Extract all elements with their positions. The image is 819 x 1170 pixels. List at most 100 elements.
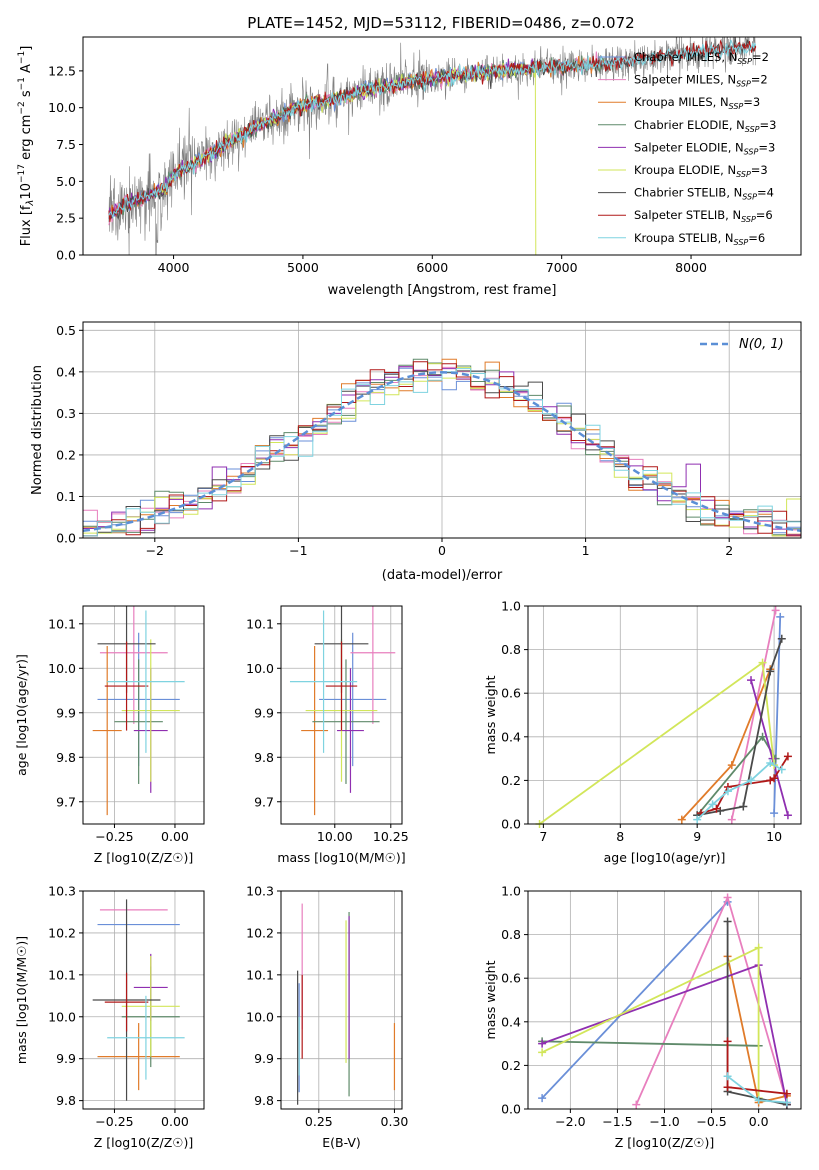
p7-ytick-label: 10.1 bbox=[246, 967, 274, 982]
weight-vs-z-panel: −2.0 −1.5 −1.0 −0.5 0.0 0.0 0.2 0.4 0.6 0.8 1.0 Z [… bbox=[483, 884, 802, 1150]
p3-ytick-label: 9.8 bbox=[56, 750, 76, 765]
spectrum-xtick-label: 7000 bbox=[546, 260, 578, 275]
p5-marker-chabrier-stelib bbox=[739, 802, 748, 811]
spectrum-ytick-label: 7.5 bbox=[56, 137, 76, 152]
legend-label-kroupa-stelib: Kroupa STELIB, NSSP=6 bbox=[634, 231, 765, 247]
p6-ytick-label: 10.2 bbox=[48, 925, 76, 940]
p5-ytick-label: 0.4 bbox=[501, 729, 521, 744]
p3-xtick-label: −0.25 bbox=[95, 829, 133, 844]
p8-xlabel: Z [log10(Z/Z☉)] bbox=[615, 1135, 715, 1150]
p6-ytick-label: 9.9 bbox=[56, 1051, 76, 1066]
p8-line-chabrier-elodie bbox=[542, 1040, 759, 1047]
spectrum-xtick-label: 8000 bbox=[675, 260, 707, 275]
p5-marker-salpeter-elodie bbox=[783, 811, 792, 820]
spectrum-ytick-label: 10.0 bbox=[48, 100, 76, 115]
p4-ytick-label: 9.9 bbox=[254, 705, 274, 720]
age-vs-z-panel: −0.25 0.00 9.7 9.8 9.9 10.0 10.1 Z [log10(Z/Z☉)… bbox=[14, 605, 205, 865]
p8-ytick-label: 0.2 bbox=[501, 1058, 521, 1073]
residual-xtick-label: 1 bbox=[582, 543, 590, 558]
p6-ytick-label: 10.0 bbox=[48, 1009, 76, 1024]
spectrum-ylabel: Flux [fλ10−17 erg cm−2 s−1 A−1] bbox=[17, 46, 36, 247]
p5-marker-chabrier-elodie bbox=[758, 732, 767, 741]
p8-marker-kroupa-elodie bbox=[754, 943, 763, 952]
p4-xlabel: mass [log10(M/M☉)] bbox=[277, 850, 405, 865]
spectrum-ytick-label: 5.0 bbox=[56, 174, 76, 189]
p5-marker-chabrier-miles bbox=[776, 612, 785, 621]
legend-label-kroupa-elodie: Kroupa ELODIE, NSSP=3 bbox=[634, 163, 768, 179]
p3-ylabel: age [log10(age/yr)] bbox=[14, 654, 29, 776]
p5-ytick-label: 1.0 bbox=[501, 599, 521, 614]
residual-xtick-label: 2 bbox=[725, 543, 733, 558]
p3-ytick-label: 9.9 bbox=[56, 705, 76, 720]
p5-ylabel: mass weight bbox=[483, 675, 498, 754]
p8-xtick-label: −1.0 bbox=[649, 1114, 679, 1129]
normal-legend-label: N(0, 1) bbox=[739, 337, 784, 352]
p3-xtick-label: 0.00 bbox=[161, 829, 189, 844]
legend-label-kroupa-miles: Kroupa MILES, NSSP=3 bbox=[634, 95, 760, 111]
p8-marker-chabrier-stelib bbox=[723, 917, 732, 926]
p8-line-chabrier-miles bbox=[541, 901, 729, 1099]
p5-line-chabrier-miles bbox=[773, 616, 782, 814]
p3-frame bbox=[82, 605, 205, 825]
residual-xtick-label: −1 bbox=[289, 543, 307, 558]
p7-ytick-label: 10.3 bbox=[246, 884, 274, 899]
p8-ylabel: mass weight bbox=[483, 960, 498, 1039]
p5-marker-kroupa-stelib bbox=[766, 758, 775, 767]
svg-text:Flux [fλ10−17 erg cm−2 s−1 A−1: Flux [fλ10−17 erg cm−2 s−1 A−1] bbox=[17, 46, 36, 247]
p8-line-kroupa-elodie bbox=[541, 946, 760, 1099]
p8-marker-salpeter-elodie bbox=[538, 1039, 547, 1048]
p8-marker-kroupa-stelib bbox=[782, 1098, 791, 1107]
p5-marker-salpeter-stelib bbox=[783, 752, 792, 761]
p5-ytick-label: 0.6 bbox=[501, 686, 521, 701]
spectrum-ytick-label: 2.5 bbox=[56, 211, 76, 226]
legend-label-chabrier-miles: Chabrier MILES, NSSP=2 bbox=[634, 50, 769, 66]
p4-ytick-label: 9.7 bbox=[254, 794, 274, 809]
p5-xtick-label: 9 bbox=[693, 829, 701, 844]
legend-label-salpeter-elodie: Salpeter ELODIE, NSSP=3 bbox=[634, 140, 775, 156]
p4-xtick-label: 10.00 bbox=[317, 829, 353, 844]
residual-ytick-label: 0.4 bbox=[56, 364, 76, 379]
p5-marker-salpeter-stelib bbox=[712, 804, 721, 813]
residual-histogram-kroupa-stelib bbox=[83, 368, 801, 537]
p5-marker-kroupa-elodie bbox=[758, 658, 767, 667]
p5-ytick-label: 0.8 bbox=[501, 642, 521, 657]
p7-xlabel: E(B-V) bbox=[322, 1135, 361, 1150]
p5-line-kroupa-elodie bbox=[538, 661, 775, 825]
age-vs-mass-panel: 10.00 10.25 9.7 9.8 9.9 10.0 10.1 mass [log10(M… bbox=[246, 605, 409, 865]
p8-marker-kroupa-elodie bbox=[538, 1048, 547, 1057]
spectrum-legend: Chabrier MILES, NSSP=2 Salpeter MILES, NS… bbox=[598, 50, 776, 247]
p8-ytick-label: 0.8 bbox=[501, 927, 521, 942]
weight-vs-age-panel: 7 8 9 10 0.0 0.2 0.4 0.6 0.8 1.0 age [log10(age/yr… bbox=[483, 599, 802, 865]
p5-xtick-label: 8 bbox=[616, 829, 624, 844]
p3-ytick-label: 9.7 bbox=[56, 794, 76, 809]
p8-marker-salpeter-miles bbox=[723, 893, 732, 902]
spectrum-xtick-label: 5000 bbox=[287, 260, 319, 275]
mass-vs-ebv-panel: 0.25 0.30 9.8 9.9 10.0 10.1 10.2 10.3 E(B-V) bbox=[246, 884, 408, 1151]
p6-ytick-label: 10.1 bbox=[48, 967, 76, 982]
p5-marker-chabrier-stelib bbox=[777, 634, 786, 643]
p5-marker-salpeter-miles bbox=[727, 815, 736, 824]
residual-ylabel: Normed distribution bbox=[30, 365, 45, 495]
legend-label-salpeter-miles: Salpeter MILES, NSSP=2 bbox=[634, 73, 768, 89]
residual-ytick-label: 0.5 bbox=[56, 323, 76, 338]
p5-marker-kroupa-stelib bbox=[777, 765, 786, 774]
residual-panel: −2 −1 0 1 2 0.0 0.1 0.2 0.3 0.4 0.5 (data-model)/e… bbox=[30, 321, 802, 583]
residual-xlabel: (data-model)/error bbox=[382, 568, 503, 583]
p8-marker-salpeter-stelib bbox=[782, 1089, 791, 1098]
p4-ytick-label: 10.0 bbox=[246, 661, 274, 676]
p7-ytick-label: 9.9 bbox=[254, 1051, 274, 1066]
residual-legend: N(0, 1) bbox=[700, 337, 784, 352]
p5-marker-kroupa-stelib bbox=[693, 815, 702, 824]
p8-marker-salpeter-stelib bbox=[723, 1083, 732, 1092]
p5-marker-kroupa-stelib bbox=[747, 776, 756, 785]
p8-ytick-label: 0.6 bbox=[501, 971, 521, 986]
spectrum-xlabel: wavelength [Angstrom, rest frame] bbox=[328, 283, 557, 298]
p3-ytick-label: 10.0 bbox=[48, 661, 76, 676]
spectrum-xtick-label: 4000 bbox=[158, 260, 190, 275]
p8-marker-kroupa-stelib bbox=[754, 1096, 763, 1105]
p6-ylabel: mass [log10(M/M☉)] bbox=[14, 936, 29, 1064]
p5-marker-kroupa-miles bbox=[727, 761, 736, 770]
mass-vs-z-panel: −0.25 0.00 9.8 9.9 10.0 10.1 10.2 10.3 Z [log10(… bbox=[14, 884, 205, 1150]
p5-marker-salpeter-stelib bbox=[770, 774, 779, 783]
